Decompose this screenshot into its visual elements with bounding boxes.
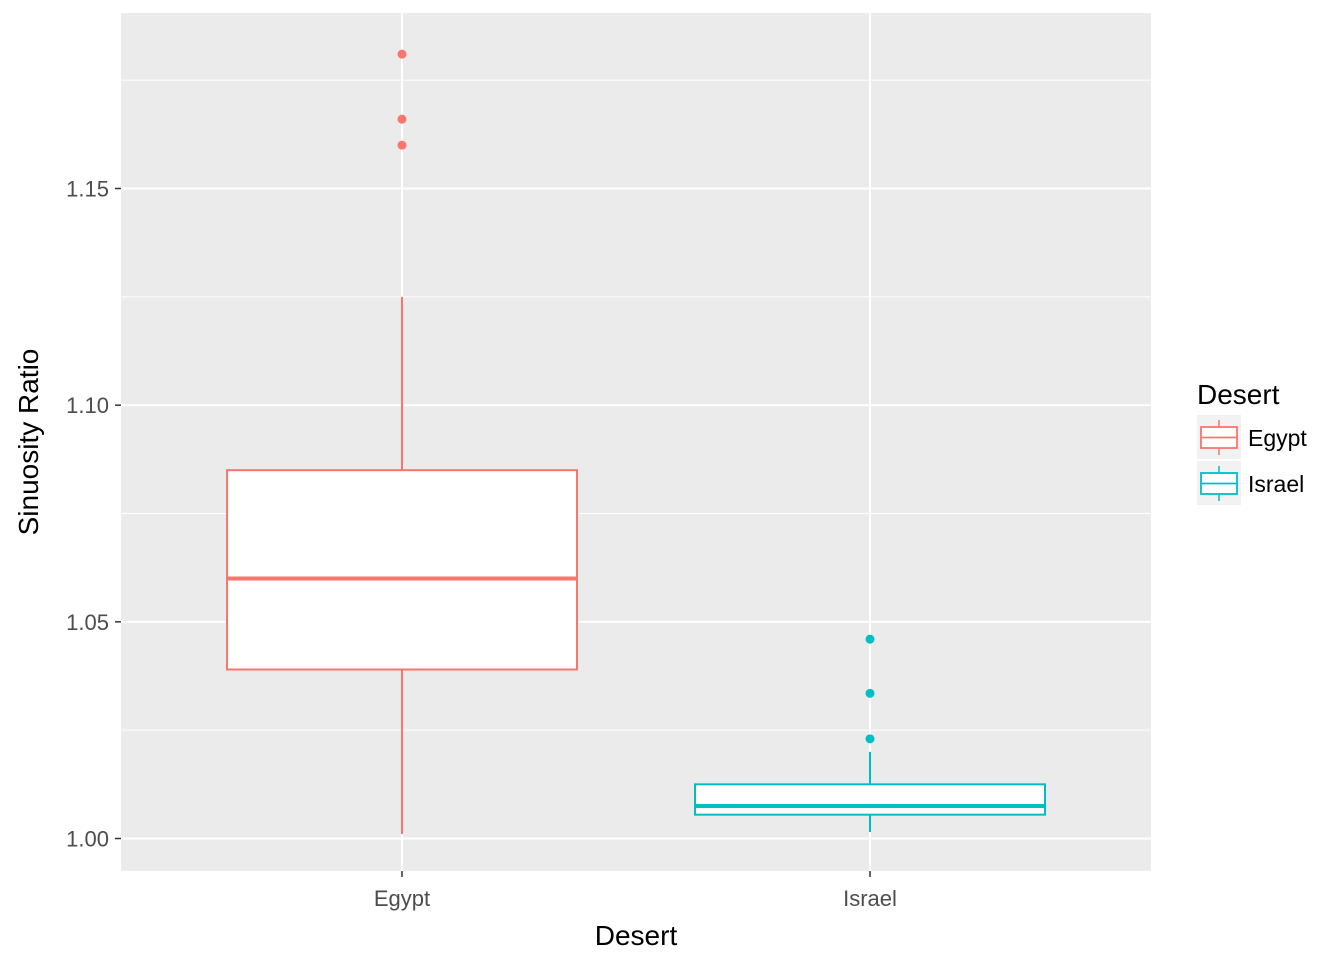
box-egypt [226, 49, 578, 835]
box-israel [694, 634, 1046, 832]
y-tick-label: 1.10 [66, 393, 109, 418]
outlier-point [397, 140, 407, 150]
outlier-point [865, 634, 875, 644]
plot-panel [121, 13, 1151, 871]
outlier-point [865, 688, 875, 698]
legend-item-egypt: Egypt [1197, 415, 1307, 459]
outlier-point [397, 49, 407, 59]
axes: 1.00 1.05 1.10 1.15 Egypt Israel [66, 177, 897, 912]
x-tick-label: Egypt [374, 886, 430, 911]
y-axis-title: Sinuosity Ratio [13, 349, 44, 536]
y-tick-label: 1.00 [66, 827, 109, 852]
legend: Desert Egypt Israel [1197, 379, 1307, 505]
x-axis-title: Desert [595, 920, 678, 951]
boxes [226, 49, 1046, 835]
y-tick-label: 1.15 [66, 177, 109, 202]
legend-label: Egypt [1248, 425, 1307, 451]
outlier-point [865, 734, 875, 744]
x-tick-label: Israel [843, 886, 897, 911]
outlier-point [397, 114, 407, 124]
legend-label: Israel [1248, 471, 1304, 497]
y-tick-label: 1.05 [66, 610, 109, 635]
box-iqr [226, 469, 578, 671]
legend-item-israel: Israel [1197, 461, 1304, 505]
box-iqr [694, 783, 1046, 816]
legend-title: Desert [1197, 379, 1280, 410]
